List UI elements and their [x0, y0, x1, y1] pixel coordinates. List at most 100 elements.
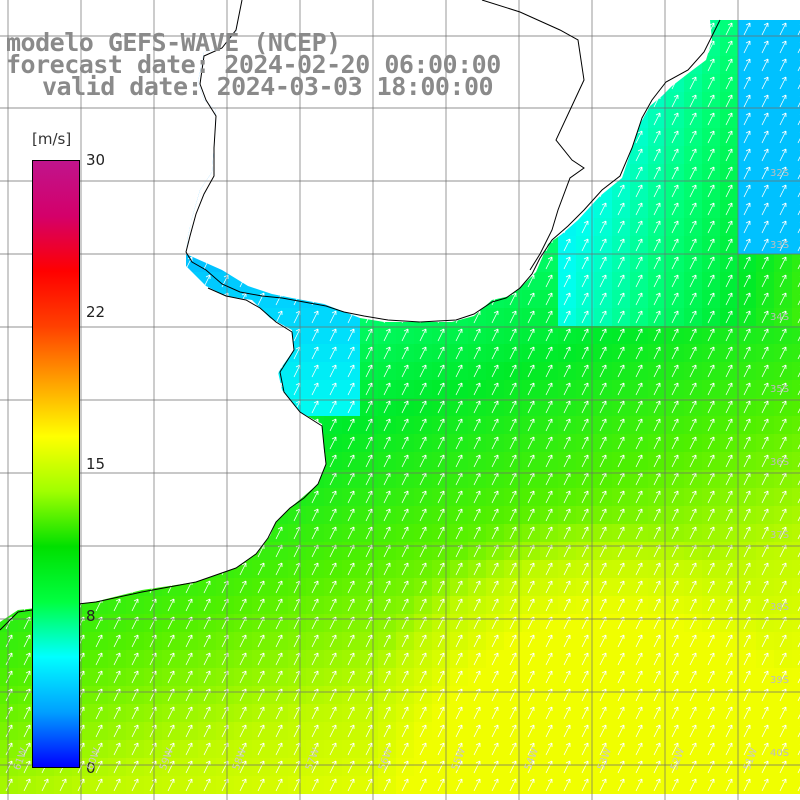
wind-arrow	[563, 706, 571, 720]
wind-arrow	[707, 778, 715, 792]
wind-arrow	[707, 310, 715, 324]
wind-arrow	[635, 382, 643, 396]
wind-arrow	[437, 724, 445, 738]
wind-arrow	[545, 670, 553, 684]
wind-arrow	[509, 382, 517, 396]
wind-arrow	[509, 778, 517, 792]
wind-arrow	[689, 220, 697, 234]
wind-arrow	[635, 724, 643, 738]
field-cell	[792, 110, 800, 128]
wind-arrow	[581, 274, 589, 288]
wind-arrow	[365, 418, 373, 432]
forecast-date: forecast date: 2024-02-20 06:00:00	[6, 50, 501, 79]
wind-arrow	[545, 562, 553, 576]
wind-arrow	[743, 166, 751, 180]
wind-arrow	[383, 328, 391, 342]
wind-arrow	[797, 42, 800, 54]
wind-arrow	[185, 634, 193, 648]
wind-arrow	[707, 508, 715, 522]
wind-arrow	[617, 580, 625, 594]
wind-arrow	[419, 364, 427, 378]
wind-arrow	[563, 274, 571, 288]
wind-arrow	[365, 364, 373, 378]
field-cell	[792, 434, 800, 452]
wind-arrow	[797, 726, 800, 738]
wind-arrow	[131, 598, 139, 612]
wind-arrow	[113, 724, 121, 738]
wind-arrow	[653, 130, 661, 144]
wind-arrow	[473, 328, 481, 342]
wind-arrow	[761, 364, 769, 378]
wind-arrow	[797, 528, 800, 540]
wind-arrow	[239, 580, 247, 594]
wind-arrow	[599, 436, 607, 450]
wind-arrow	[527, 778, 535, 792]
wind-arrow	[581, 256, 589, 270]
wind-arrow	[383, 382, 391, 396]
field-cell	[792, 668, 800, 686]
wind-arrow	[203, 724, 211, 738]
wind-arrow	[689, 94, 697, 108]
field-cell	[792, 686, 800, 704]
wind-arrow	[473, 580, 481, 594]
wind-arrow	[743, 346, 751, 360]
field-cell	[792, 326, 800, 344]
wind-arrow	[797, 708, 800, 720]
wind-arrow	[203, 670, 211, 684]
wind-arrow	[347, 724, 355, 738]
wind-arrow	[653, 382, 661, 396]
wind-arrow	[527, 670, 535, 684]
wind-arrow	[455, 580, 463, 594]
wind-arrow	[527, 508, 535, 522]
wind-arrow	[347, 562, 355, 576]
wind-arrow	[797, 492, 800, 504]
wind-arrow	[761, 562, 769, 576]
wind-arrow	[617, 508, 625, 522]
wind-arrow	[653, 292, 661, 306]
wind-arrow	[707, 454, 715, 468]
wind-arrow	[509, 310, 517, 324]
wind-arrow	[797, 402, 800, 414]
wind-arrow	[689, 778, 697, 792]
wind-arrow	[779, 148, 787, 162]
wind-arrow	[743, 112, 751, 126]
wind-arrow	[113, 742, 121, 756]
wind-arrow	[545, 436, 553, 450]
wind-arrow	[509, 724, 517, 738]
wind-arrow	[545, 490, 553, 504]
wind-arrow	[761, 418, 769, 432]
wind-arrow	[491, 634, 499, 648]
wind-arrow	[275, 598, 283, 612]
wind-arrow	[563, 418, 571, 432]
wind-arrow	[365, 346, 373, 360]
wind-arrow	[95, 634, 103, 648]
wind-arrow	[797, 114, 800, 126]
wind-arrow	[131, 634, 139, 648]
wind-arrow	[707, 670, 715, 684]
wind-arrow	[761, 490, 769, 504]
wind-arrow	[473, 652, 481, 666]
wind-arrow	[689, 598, 697, 612]
wind-arrow	[599, 418, 607, 432]
wind-arrow	[725, 220, 733, 234]
wind-arrow	[779, 112, 787, 126]
wind-arrow	[743, 148, 751, 162]
wind-arrow	[617, 634, 625, 648]
wind-arrow	[653, 364, 661, 378]
wind-arrow	[473, 346, 481, 360]
wind-arrow	[437, 742, 445, 756]
wind-arrow	[689, 526, 697, 540]
wind-arrow	[509, 742, 517, 756]
wind-arrow	[761, 436, 769, 450]
wind-arrow	[797, 168, 800, 180]
wind-arrow	[239, 724, 247, 738]
wind-arrow	[671, 274, 679, 288]
wind-arrow	[383, 364, 391, 378]
wind-arrow	[527, 292, 535, 306]
wind-arrow	[779, 670, 787, 684]
wind-arrow	[275, 706, 283, 720]
land-area	[0, 0, 712, 322]
wind-arrow	[437, 526, 445, 540]
wind-arrow	[509, 346, 517, 360]
wind-arrow	[239, 778, 247, 792]
